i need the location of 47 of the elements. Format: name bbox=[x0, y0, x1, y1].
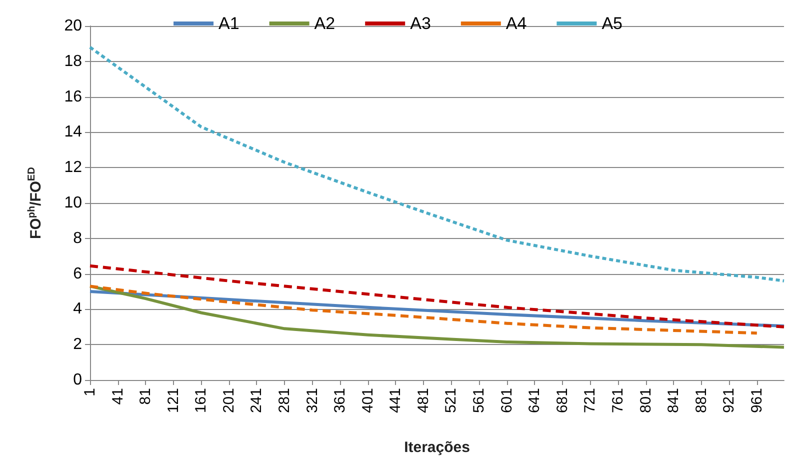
x-tick-label: 921 bbox=[720, 388, 738, 414]
x-tick-label: 1 bbox=[82, 388, 98, 396]
x-tick-label: 121 bbox=[164, 388, 182, 414]
line-series bbox=[88, 264, 786, 328]
y-tick-label: 20 bbox=[64, 18, 82, 34]
x-tick-label: 561 bbox=[470, 388, 488, 414]
x-tick-label: 41 bbox=[109, 388, 126, 405]
x-tick-label: 81 bbox=[137, 388, 154, 405]
y-tick-label: 18 bbox=[64, 52, 82, 70]
x-tick-label: 681 bbox=[554, 388, 571, 414]
y-tick-label: 8 bbox=[73, 230, 82, 247]
x-tick-label: 361 bbox=[332, 388, 349, 414]
line-series bbox=[88, 284, 786, 349]
x-tick-label: 961 bbox=[748, 388, 766, 414]
x-tick-label: 401 bbox=[359, 388, 376, 414]
y-tick-label: 0 bbox=[73, 372, 82, 388]
x-tick-label: 881 bbox=[692, 388, 710, 414]
x-tick-label: 481 bbox=[414, 388, 432, 414]
x-tick-label: 161 bbox=[192, 388, 210, 414]
legend-label: A1 bbox=[218, 14, 240, 33]
x-tick-label: 721 bbox=[582, 388, 599, 414]
x-tick-label: 281 bbox=[276, 388, 294, 414]
x-tick-label: 321 bbox=[304, 388, 321, 414]
x-tick-label: 521 bbox=[442, 388, 460, 414]
x-tick-label: 241 bbox=[248, 388, 266, 414]
x-tick-label: 801 bbox=[637, 388, 654, 414]
y-tick-label: 6 bbox=[73, 265, 82, 282]
y-tick-label: 12 bbox=[64, 159, 82, 176]
y-axis-title: FOph/FOED bbox=[26, 167, 44, 239]
x-tick-label: 841 bbox=[665, 388, 682, 414]
y-tick-label: 14 bbox=[64, 124, 82, 141]
x-tick-label: 201 bbox=[220, 388, 238, 414]
legend-label: A2 bbox=[314, 14, 336, 33]
legend-label: A5 bbox=[602, 14, 622, 33]
y-tick-label: 10 bbox=[64, 194, 82, 212]
x-tick-label: 441 bbox=[387, 388, 404, 414]
y-tick-label: 2 bbox=[73, 336, 82, 354]
y-tick-label: 4 bbox=[73, 300, 82, 318]
y-tick-label: 16 bbox=[64, 88, 82, 106]
x-tick-label: 761 bbox=[609, 388, 626, 414]
legend-label: A4 bbox=[506, 14, 527, 33]
x-tick-label: 641 bbox=[526, 388, 544, 414]
x-axis-title: Iterações bbox=[404, 439, 470, 456]
legend-label: A3 bbox=[410, 14, 431, 33]
line-series bbox=[88, 46, 786, 282]
line-series bbox=[88, 284, 758, 335]
x-tick-label: 601 bbox=[498, 388, 516, 414]
